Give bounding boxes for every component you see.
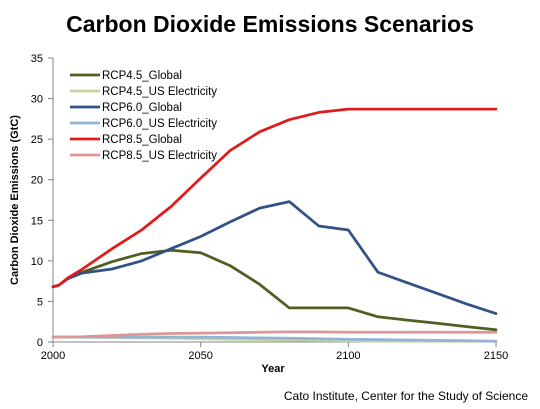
chart-title: Carbon Dioxide Emissions Scenarios: [66, 11, 474, 37]
x-tick-label: 2000: [41, 350, 65, 362]
x-tick-label: 2100: [336, 350, 360, 362]
legend: RCP4.5_Global RCP4.5_US Electricity RCP6.0…: [70, 70, 217, 162]
legend-label: RCP6.0_Global: [102, 102, 182, 114]
y-tick-label: 25: [31, 134, 43, 146]
y-tick-label: 5: [37, 296, 43, 308]
y-tick-label: 10: [31, 256, 43, 268]
y-tick-label: 35: [31, 53, 43, 65]
legend-label: RCP8.5_Global: [102, 134, 182, 146]
series-line-rcp8-5-global: [51, 107, 498, 289]
x-axis-label: Year: [261, 363, 285, 375]
legend-label: RCP4.5_US Electricity: [102, 86, 217, 98]
series-lines-group: [51, 107, 498, 343]
y-tick-label: 15: [31, 215, 43, 227]
x-tick-label: 2050: [188, 350, 212, 362]
y-tick-label: 0: [37, 337, 43, 349]
legend-label: RCP6.0_US Electricity: [102, 118, 217, 130]
series-line-rcp6-0-global: [51, 200, 498, 315]
axes-group: 0 5 10 15 20 25 30 35 2000 2050 2100 2150: [31, 53, 508, 362]
x-tick-label: 2150: [484, 350, 508, 362]
series-line-rcp8-5-us-electricity: [51, 330, 498, 339]
legend-label: RCP8.5_US Electricity: [102, 150, 217, 162]
y-tick-label: 30: [31, 94, 43, 106]
series-line-rcp6-0-us-electricity: [51, 335, 498, 343]
y-tick-label: 20: [31, 175, 43, 187]
source-credit: Cato Institute, Center for the Study of …: [284, 389, 528, 403]
y-axis-label: Carbon Dioxide Emissions (GtC): [9, 115, 21, 285]
legend-label: RCP4.5_Global: [102, 70, 182, 82]
